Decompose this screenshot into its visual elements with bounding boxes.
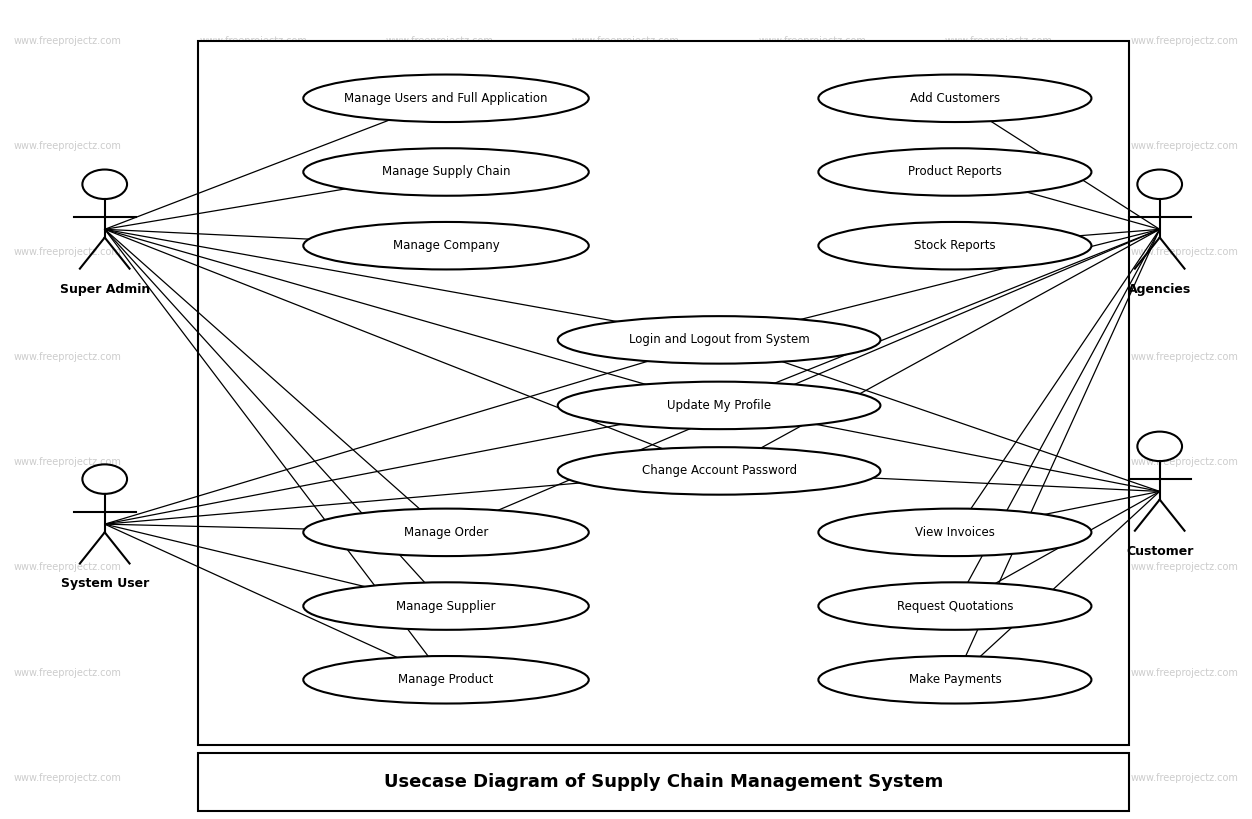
Text: Change Account Password: Change Account Password (641, 464, 796, 477)
Circle shape (83, 464, 126, 494)
Text: www.freeprojectz.com: www.freeprojectz.com (386, 563, 493, 572)
Ellipse shape (303, 148, 588, 196)
Text: www.freeprojectz.com: www.freeprojectz.com (572, 563, 680, 572)
Text: www.freeprojectz.com: www.freeprojectz.com (572, 141, 680, 152)
Text: www.freeprojectz.com: www.freeprojectz.com (944, 563, 1052, 572)
Text: www.freeprojectz.com: www.freeprojectz.com (14, 247, 121, 256)
Text: Manage Product: Manage Product (398, 673, 493, 686)
Text: Customer: Customer (1126, 545, 1193, 558)
FancyBboxPatch shape (198, 753, 1128, 811)
Ellipse shape (819, 509, 1092, 556)
Text: Manage Order: Manage Order (404, 526, 488, 539)
Text: www.freeprojectz.com: www.freeprojectz.com (386, 352, 493, 362)
Text: www.freeprojectz.com: www.freeprojectz.com (1131, 141, 1238, 152)
Text: www.freeprojectz.com: www.freeprojectz.com (386, 457, 493, 467)
Ellipse shape (303, 75, 588, 122)
Text: www.freeprojectz.com: www.freeprojectz.com (386, 667, 493, 678)
Text: www.freeprojectz.com: www.freeprojectz.com (200, 36, 308, 46)
Text: www.freeprojectz.com: www.freeprojectz.com (386, 773, 493, 783)
Text: www.freeprojectz.com: www.freeprojectz.com (386, 36, 493, 46)
Text: www.freeprojectz.com: www.freeprojectz.com (944, 36, 1052, 46)
Text: www.freeprojectz.com: www.freeprojectz.com (14, 457, 121, 467)
Text: Manage Supply Chain: Manage Supply Chain (382, 165, 511, 179)
Text: www.freeprojectz.com: www.freeprojectz.com (759, 773, 866, 783)
Text: Make Payments: Make Payments (909, 673, 1002, 686)
Text: Request Quotations: Request Quotations (896, 600, 1013, 613)
Text: Manage Users and Full Application: Manage Users and Full Application (344, 92, 548, 105)
Text: www.freeprojectz.com: www.freeprojectz.com (759, 457, 866, 467)
Text: www.freeprojectz.com: www.freeprojectz.com (200, 457, 308, 467)
Circle shape (83, 170, 126, 199)
Text: www.freeprojectz.com: www.freeprojectz.com (200, 141, 308, 152)
Ellipse shape (819, 222, 1092, 269)
Circle shape (1137, 432, 1182, 461)
FancyBboxPatch shape (198, 41, 1128, 745)
Ellipse shape (819, 582, 1092, 630)
Text: www.freeprojectz.com: www.freeprojectz.com (572, 247, 680, 256)
Text: www.freeprojectz.com: www.freeprojectz.com (200, 247, 308, 256)
Text: www.freeprojectz.com: www.freeprojectz.com (572, 773, 680, 783)
Ellipse shape (819, 656, 1092, 704)
Text: Manage Supplier: Manage Supplier (397, 600, 496, 613)
Text: www.freeprojectz.com: www.freeprojectz.com (944, 352, 1052, 362)
Ellipse shape (557, 447, 880, 495)
Text: www.freeprojectz.com: www.freeprojectz.com (200, 352, 308, 362)
Ellipse shape (557, 316, 880, 364)
Ellipse shape (303, 222, 588, 269)
Text: Usecase Diagram of Supply Chain Management System: Usecase Diagram of Supply Chain Manageme… (383, 773, 943, 791)
Text: Login and Logout from System: Login and Logout from System (629, 333, 810, 346)
Text: www.freeprojectz.com: www.freeprojectz.com (759, 141, 866, 152)
Text: www.freeprojectz.com: www.freeprojectz.com (1131, 352, 1238, 362)
Text: www.freeprojectz.com: www.freeprojectz.com (944, 773, 1052, 783)
Text: Agencies: Agencies (1128, 283, 1192, 296)
Text: www.freeprojectz.com: www.freeprojectz.com (1131, 563, 1238, 572)
Ellipse shape (303, 656, 588, 704)
Text: www.freeprojectz.com: www.freeprojectz.com (572, 352, 680, 362)
Text: View Invoices: View Invoices (915, 526, 995, 539)
Ellipse shape (819, 148, 1092, 196)
Ellipse shape (557, 382, 880, 429)
Text: www.freeprojectz.com: www.freeprojectz.com (14, 141, 121, 152)
Text: www.freeprojectz.com: www.freeprojectz.com (14, 773, 121, 783)
Text: www.freeprojectz.com: www.freeprojectz.com (14, 36, 121, 46)
Text: www.freeprojectz.com: www.freeprojectz.com (200, 667, 308, 678)
Text: www.freeprojectz.com: www.freeprojectz.com (759, 563, 866, 572)
Text: www.freeprojectz.com: www.freeprojectz.com (1131, 247, 1238, 256)
Text: www.freeprojectz.com: www.freeprojectz.com (200, 563, 308, 572)
Text: Manage Company: Manage Company (393, 239, 500, 252)
Text: www.freeprojectz.com: www.freeprojectz.com (1131, 773, 1238, 783)
Text: www.freeprojectz.com: www.freeprojectz.com (572, 457, 680, 467)
Text: www.freeprojectz.com: www.freeprojectz.com (944, 457, 1052, 467)
Text: Super Admin: Super Admin (60, 283, 150, 296)
Text: www.freeprojectz.com: www.freeprojectz.com (1131, 36, 1238, 46)
Ellipse shape (303, 509, 588, 556)
Circle shape (1137, 170, 1182, 199)
Text: System User: System User (60, 577, 149, 590)
Text: www.freeprojectz.com: www.freeprojectz.com (759, 36, 866, 46)
Text: www.freeprojectz.com: www.freeprojectz.com (200, 773, 308, 783)
Text: www.freeprojectz.com: www.freeprojectz.com (944, 247, 1052, 256)
Text: www.freeprojectz.com: www.freeprojectz.com (14, 352, 121, 362)
Text: www.freeprojectz.com: www.freeprojectz.com (572, 36, 680, 46)
Text: www.freeprojectz.com: www.freeprojectz.com (386, 141, 493, 152)
Text: www.freeprojectz.com: www.freeprojectz.com (759, 247, 866, 256)
Text: www.freeprojectz.com: www.freeprojectz.com (944, 141, 1052, 152)
Ellipse shape (819, 75, 1092, 122)
Text: www.freeprojectz.com: www.freeprojectz.com (1131, 667, 1238, 678)
Text: www.freeprojectz.com: www.freeprojectz.com (572, 667, 680, 678)
Text: www.freeprojectz.com: www.freeprojectz.com (1131, 457, 1238, 467)
Text: www.freeprojectz.com: www.freeprojectz.com (14, 563, 121, 572)
Text: www.freeprojectz.com: www.freeprojectz.com (14, 667, 121, 678)
Ellipse shape (303, 582, 588, 630)
Text: www.freeprojectz.com: www.freeprojectz.com (386, 247, 493, 256)
Text: www.freeprojectz.com: www.freeprojectz.com (944, 667, 1052, 678)
Text: Stock Reports: Stock Reports (914, 239, 995, 252)
Text: www.freeprojectz.com: www.freeprojectz.com (759, 352, 866, 362)
Text: www.freeprojectz.com: www.freeprojectz.com (759, 667, 866, 678)
Text: Product Reports: Product Reports (908, 165, 1002, 179)
Text: Add Customers: Add Customers (910, 92, 1000, 105)
Text: Update My Profile: Update My Profile (667, 399, 771, 412)
